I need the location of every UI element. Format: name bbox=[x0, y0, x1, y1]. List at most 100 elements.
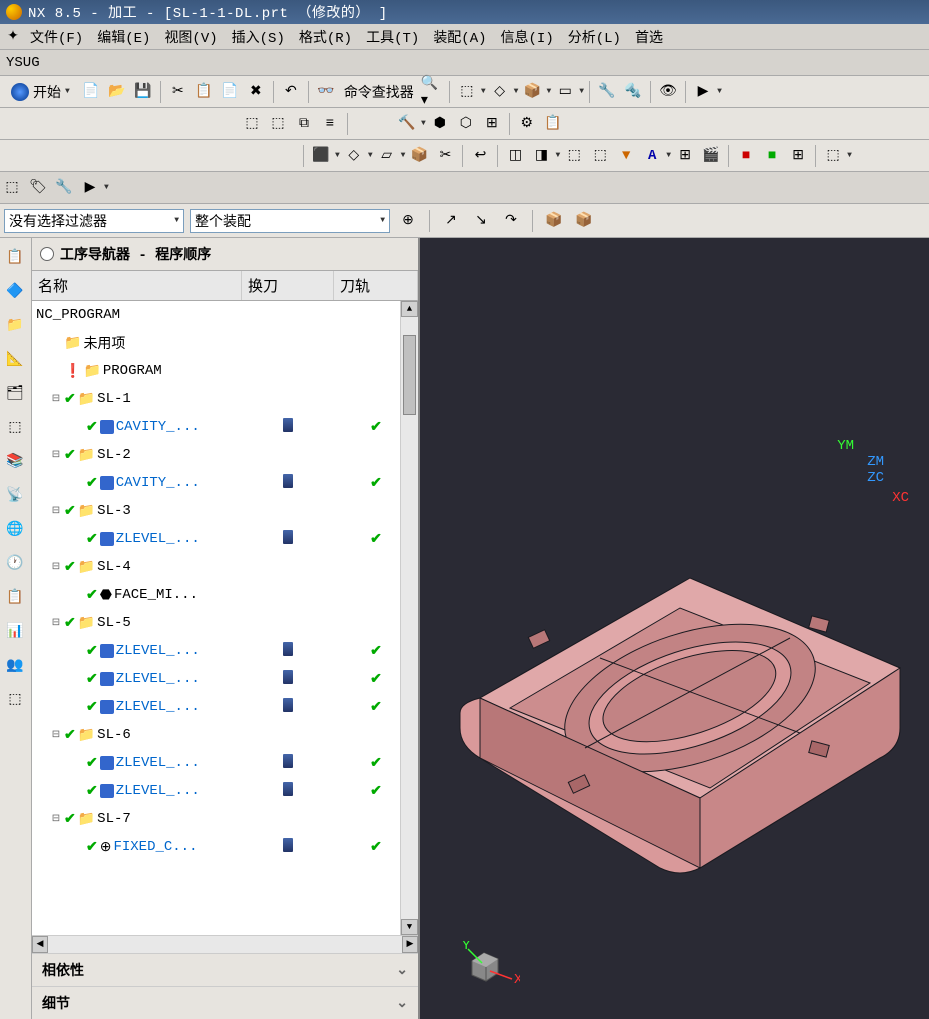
tb3-icon-18[interactable]: ⬚ bbox=[821, 144, 845, 168]
tb2-icon-6[interactable]: ⬢ bbox=[428, 112, 452, 136]
footer-dependency[interactable]: 相依性 ⌄ bbox=[32, 953, 418, 986]
tb3-icon-3[interactable]: ▱ bbox=[375, 144, 399, 168]
menu-prefix-icon[interactable]: ✦ bbox=[4, 28, 22, 46]
viewport-3d[interactable]: YM ZM ZC XC X Y bbox=[420, 238, 929, 1019]
licon-5[interactable]: 🗂 bbox=[2, 380, 28, 406]
menu-format[interactable]: 格式(R) bbox=[293, 24, 358, 50]
scroll-down[interactable]: ▼ bbox=[401, 919, 418, 935]
open-button[interactable]: 📂 bbox=[105, 80, 129, 104]
expander-icon[interactable]: ⊟ bbox=[50, 617, 62, 629]
tree-row[interactable]: ✔⊕FIXED_C...✔ bbox=[32, 833, 418, 861]
tree-row[interactable]: ⊟✔📁SL-3 bbox=[32, 497, 418, 525]
tb3-icon-17[interactable]: ⊞ bbox=[786, 144, 810, 168]
tb2-icon-4[interactable]: ≡ bbox=[318, 112, 342, 136]
tb3-icon-14[interactable]: 🎬 bbox=[699, 144, 723, 168]
licon-11[interactable]: 📋 bbox=[2, 584, 28, 610]
licon-13[interactable]: 👥 bbox=[2, 652, 28, 678]
licon-6[interactable]: ⬚ bbox=[2, 414, 28, 440]
tb3-icon-6[interactable]: ↩ bbox=[468, 144, 492, 168]
save-button[interactable]: 💾 bbox=[131, 80, 155, 104]
licon-14[interactable]: ⬚ bbox=[2, 686, 28, 712]
tree-row[interactable]: ✔CAVITY_...✔ bbox=[32, 469, 418, 497]
tree-row[interactable]: ⊟✔📁SL-5 bbox=[32, 609, 418, 637]
expander-icon[interactable]: ⊟ bbox=[50, 561, 62, 573]
licon-8[interactable]: 📡 bbox=[2, 482, 28, 508]
tree-row[interactable]: ⊟✔📁SL-7 bbox=[32, 805, 418, 833]
licon-3[interactable]: 📁 bbox=[2, 312, 28, 338]
tree-row[interactable]: ✔ZLEVEL_...✔ bbox=[32, 665, 418, 693]
menu-pref[interactable]: 首选 bbox=[629, 24, 669, 50]
tb3-icon-10[interactable]: ⬚ bbox=[588, 144, 612, 168]
tb3-icon-8[interactable]: ◨ bbox=[529, 144, 553, 168]
search-dropdown[interactable]: 🔍▾ bbox=[420, 80, 444, 104]
tree-row[interactable]: ✔ZLEVEL_...✔ bbox=[32, 693, 418, 721]
menu-analysis[interactable]: 分析(L) bbox=[562, 24, 627, 50]
expander-icon[interactable]: ⊟ bbox=[50, 505, 62, 517]
tree-row[interactable]: NC_PROGRAM bbox=[32, 301, 418, 329]
expander-icon[interactable]: ⊟ bbox=[50, 813, 62, 825]
licon-7[interactable]: 📚 bbox=[2, 448, 28, 474]
menu-edit[interactable]: 编辑(E) bbox=[91, 24, 156, 50]
fb-icon-1[interactable]: ⊕ bbox=[396, 209, 420, 233]
scroll-track[interactable] bbox=[48, 936, 402, 953]
ysug-label[interactable]: YSUG bbox=[6, 55, 40, 71]
menu-view[interactable]: 视图(V) bbox=[158, 24, 223, 50]
licon-12[interactable]: 📊 bbox=[2, 618, 28, 644]
col-path[interactable]: 刀轨 bbox=[334, 271, 418, 300]
tb-icon-1[interactable]: ⬚ bbox=[455, 80, 479, 104]
tb3-icon-7[interactable]: ◫ bbox=[503, 144, 527, 168]
fb-icon-4[interactable]: ↷ bbox=[499, 209, 523, 233]
footer-detail[interactable]: 细节 ⌄ bbox=[32, 986, 418, 1019]
tb2-icon-2[interactable]: ⬚ bbox=[266, 112, 290, 136]
tree-row[interactable]: 📁未用项 bbox=[32, 329, 418, 357]
tb3-icon-16[interactable]: ■ bbox=[760, 144, 784, 168]
tb-icon-3[interactable]: 📦 bbox=[520, 80, 544, 104]
scroll-right[interactable]: ▶ bbox=[402, 936, 418, 953]
filter-select-1[interactable]: 没有选择过滤器 ▼ bbox=[4, 209, 184, 233]
tb2-icon-7[interactable]: ⬡ bbox=[454, 112, 478, 136]
paste-button[interactable]: 📄 bbox=[218, 80, 242, 104]
tb3-icon-2[interactable]: ◇ bbox=[342, 144, 366, 168]
ts-icon-3[interactable]: 🔧 bbox=[52, 176, 76, 200]
licon-10[interactable]: 🕐 bbox=[2, 550, 28, 576]
menu-tools[interactable]: 工具(T) bbox=[360, 24, 425, 50]
licon-1[interactable]: 📋 bbox=[2, 244, 28, 270]
tb-icon-6[interactable]: 🔩 bbox=[621, 80, 645, 104]
start-button[interactable]: 开始 ▼ bbox=[4, 80, 77, 104]
tree-row[interactable]: ⊟✔📁SL-6 bbox=[32, 721, 418, 749]
cut-button[interactable]: ✂ bbox=[166, 80, 190, 104]
tb2-icon-5[interactable]: 🔨 bbox=[395, 112, 419, 136]
tb3-icon-15[interactable]: ■ bbox=[734, 144, 758, 168]
fb-icon-5[interactable]: 📦 bbox=[542, 209, 566, 233]
tree-row[interactable]: ✔ZLEVEL_...✔ bbox=[32, 525, 418, 553]
delete-button[interactable]: ✖ bbox=[244, 80, 268, 104]
fb-icon-3[interactable]: ↘ bbox=[469, 209, 493, 233]
tree-row[interactable]: ✔ZLEVEL_...✔ bbox=[32, 749, 418, 777]
tree-row[interactable]: ✔⬣FACE_MI... bbox=[32, 581, 418, 609]
tree-row[interactable]: ⊟✔📁SL-1 bbox=[32, 385, 418, 413]
tb2-icon-1[interactable]: ⬚ bbox=[240, 112, 264, 136]
glasses-icon[interactable]: 👓 bbox=[314, 80, 338, 104]
menu-insert[interactable]: 插入(S) bbox=[226, 24, 291, 50]
scroll-left[interactable]: ◀ bbox=[32, 936, 48, 953]
pin-icon[interactable] bbox=[40, 247, 54, 261]
new-button[interactable]: 📄 bbox=[79, 80, 103, 104]
expander-icon[interactable]: ⊟ bbox=[50, 393, 62, 405]
tree-row[interactable]: ✔ZLEVEL_...✔ bbox=[32, 777, 418, 805]
col-name[interactable]: 名称 bbox=[32, 271, 242, 300]
tree-row[interactable]: ✔ZLEVEL_...✔ bbox=[32, 637, 418, 665]
expander-icon[interactable]: ⊟ bbox=[50, 449, 62, 461]
tb-icon-8[interactable]: ▶ bbox=[691, 80, 715, 104]
ts-icon-2[interactable]: 🏷 bbox=[26, 176, 50, 200]
scroll-thumb[interactable] bbox=[403, 335, 416, 415]
undo-button[interactable]: ↶ bbox=[279, 80, 303, 104]
ts-icon-4[interactable]: ▶ bbox=[78, 176, 102, 200]
expander-icon[interactable]: ⊟ bbox=[50, 729, 62, 741]
tb3-icon-13[interactable]: ⊞ bbox=[673, 144, 697, 168]
menu-file[interactable]: 文件(F) bbox=[24, 24, 89, 50]
corner-orientation-cube[interactable]: X Y bbox=[460, 941, 490, 971]
tb3-icon-1[interactable]: ⬛ bbox=[309, 144, 333, 168]
tree-row[interactable]: ❗📁PROGRAM bbox=[32, 357, 418, 385]
tree-row[interactable]: ⊟✔📁SL-2 bbox=[32, 441, 418, 469]
menu-assembly[interactable]: 装配(A) bbox=[427, 24, 492, 50]
